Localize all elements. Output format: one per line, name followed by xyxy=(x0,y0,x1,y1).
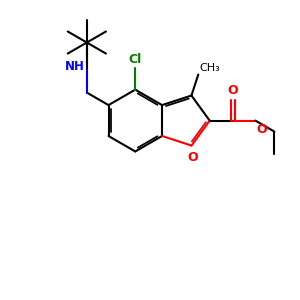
Text: O: O xyxy=(228,84,238,97)
Text: Cl: Cl xyxy=(129,53,142,66)
Text: CH₃: CH₃ xyxy=(200,63,220,73)
Text: NH: NH xyxy=(64,60,85,73)
Text: O: O xyxy=(188,151,198,164)
Text: O: O xyxy=(257,124,267,136)
